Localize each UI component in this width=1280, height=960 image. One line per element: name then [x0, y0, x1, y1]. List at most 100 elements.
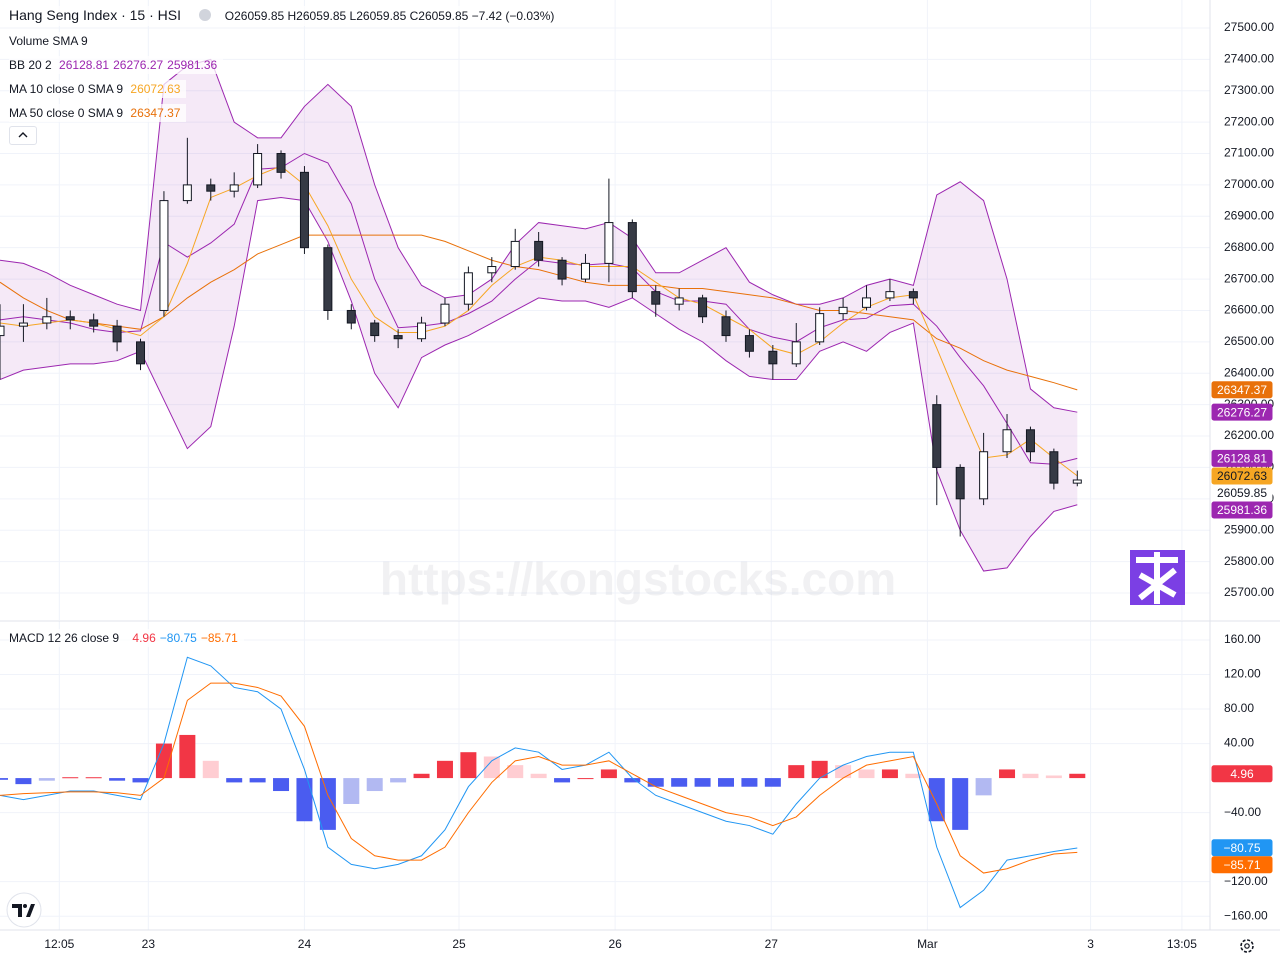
y-tick-label: −120.00: [1224, 874, 1268, 888]
settings-button[interactable]: [1240, 939, 1254, 953]
candle-body: [1025, 429, 1035, 453]
y-tick-label: 27200.00: [1224, 114, 1274, 128]
histogram-bar: [15, 778, 32, 785]
y-tick-label: 80.00: [1224, 701, 1254, 715]
candle-body: [604, 222, 614, 264]
histogram-bar: [928, 778, 945, 822]
indicator-row[interactable]: Volume SMA 9: [9, 32, 94, 50]
indicator-value: −85.71: [200, 631, 238, 645]
histogram-bar: [905, 773, 922, 779]
histogram-bar: [530, 773, 547, 779]
price-badge: [1211, 765, 1273, 783]
histogram-bar: [811, 760, 828, 779]
candle-body: [89, 319, 99, 327]
tradingview-logo: [6, 892, 42, 928]
symbol-row: Hang Seng Index · 15 · HSI O26059.85 H26…: [9, 6, 561, 26]
histogram-bar: [0, 778, 8, 780]
y-tick-label: 26400.00: [1224, 365, 1274, 379]
indicator-value: 25981.36: [167, 58, 218, 72]
x-tick-label: 25: [452, 937, 466, 951]
logo-circle: [6, 892, 42, 928]
price-badge-label: −80.75: [1223, 841, 1260, 855]
candle-body: [253, 153, 263, 186]
histogram-bar: [202, 760, 219, 779]
histogram-bar: [38, 778, 55, 781]
candle-body: [698, 297, 708, 318]
y-tick-label: 26500.00: [1224, 334, 1274, 348]
histogram-bar: [390, 778, 407, 783]
x-tick-label: 27: [765, 937, 779, 951]
candle-body: [370, 322, 380, 337]
histogram-bar: [858, 769, 875, 779]
candle-body: [487, 266, 497, 274]
band-fill: [0, 59, 1078, 572]
x-tick-label: 26: [608, 937, 622, 951]
indicator-row[interactable]: MACD 12 26 close 9 4.96 −80.75 −85.71: [9, 629, 244, 647]
candle-body: [627, 222, 637, 293]
histogram-bar: [273, 778, 290, 792]
candle-body: [136, 341, 146, 365]
candle-body: [1049, 451, 1059, 484]
candle-body: [932, 404, 942, 468]
y-tick-label: 26600.00: [1224, 303, 1274, 317]
candle-body: [815, 313, 825, 343]
price-badge-label: 26072.63: [1217, 469, 1267, 483]
histogram-bar: [483, 756, 500, 779]
indicator-row[interactable]: MA 50 close 0 SMA 9 26347.37: [9, 104, 187, 122]
histogram-bar: [952, 778, 969, 830]
candle-body: [18, 322, 28, 327]
indicator-row[interactable]: BB 20 2 26128.81 26276.27 25981.36: [9, 56, 224, 74]
price-badge: [1211, 403, 1273, 421]
candle-body: [838, 306, 848, 315]
histogram-bar: [741, 778, 758, 787]
candle-body: [534, 240, 544, 261]
histogram-bar: [624, 778, 641, 783]
candle-body: [1072, 479, 1082, 484]
indicator-row[interactable]: MA 10 close 0 SMA 9 26072.63: [9, 80, 187, 98]
histogram-bar: [249, 778, 266, 783]
histogram-bar: [109, 778, 126, 781]
candle-body: [721, 316, 731, 337]
signal-line: [0, 682, 1078, 874]
histogram-bar: [1045, 775, 1062, 779]
y-tick-label: 160.00: [1224, 632, 1261, 646]
ma-line: [0, 234, 1078, 391]
bb-line: [0, 196, 1078, 572]
x-tick-label: 24: [298, 937, 312, 951]
x-tick-label: 13:05: [1167, 937, 1197, 951]
histogram-bar: [600, 769, 617, 779]
histogram-bar: [507, 765, 524, 779]
price-badge: [1211, 501, 1273, 519]
price-badge: [1211, 839, 1273, 857]
price-badge-label: 26128.81: [1217, 452, 1267, 466]
candle-body: [979, 451, 989, 500]
candle-body: [182, 184, 192, 202]
price-badge-label: 25981.36: [1217, 503, 1267, 517]
histogram-bar: [226, 778, 243, 783]
collapse-button[interactable]: [9, 126, 37, 145]
candle-body: [159, 200, 169, 311]
histogram-bar: [975, 778, 992, 796]
x-tick-label: 12:05: [44, 937, 74, 951]
y-tick-label: 25800.00: [1224, 554, 1274, 568]
histogram-bar: [1069, 773, 1086, 779]
x-tick-label: 23: [142, 937, 156, 951]
y-tick-label: −40.00: [1224, 805, 1261, 819]
candle-body: [463, 272, 473, 305]
symbol-title[interactable]: Hang Seng Index · 15 · HSI: [9, 7, 181, 23]
candle-body: [791, 341, 801, 365]
y-tick-label: 27300.00: [1224, 83, 1274, 97]
price-badge: [1211, 467, 1273, 485]
price-badge: [1211, 484, 1273, 502]
histogram-bar: [999, 769, 1016, 779]
y-tick-label: 27000.00: [1224, 177, 1274, 191]
candle-body: [440, 303, 450, 324]
histogram-bar: [436, 760, 453, 779]
indicator-value: 26347.37: [130, 106, 181, 120]
histogram-bar: [694, 778, 711, 787]
brand-logo: [1130, 550, 1185, 605]
candle-body: [908, 291, 918, 299]
logo-dot: [23, 904, 27, 908]
candle-body: [346, 309, 356, 324]
